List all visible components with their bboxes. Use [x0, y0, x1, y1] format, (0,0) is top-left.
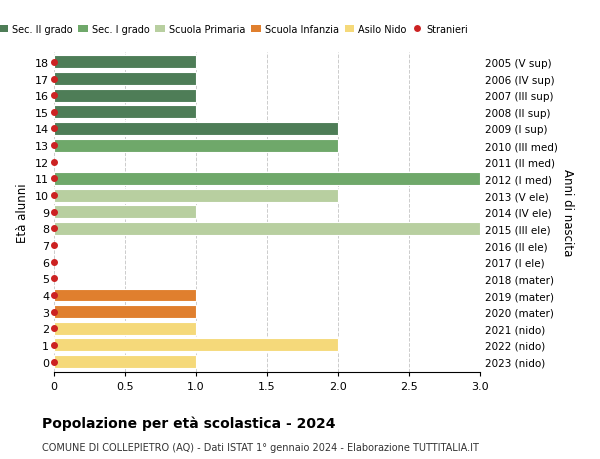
Bar: [54, 306, 196, 319]
Bar: [54, 90, 196, 102]
Y-axis label: Età alunni: Età alunni: [16, 183, 29, 242]
Bar: [54, 106, 196, 119]
Bar: [54, 123, 338, 136]
Bar: [54, 140, 338, 152]
Bar: [54, 73, 196, 86]
Bar: [54, 56, 196, 69]
Bar: [54, 189, 338, 202]
Bar: [54, 339, 338, 352]
Bar: [54, 206, 196, 219]
Text: Popolazione per età scolastica - 2024: Popolazione per età scolastica - 2024: [42, 415, 335, 430]
Bar: [54, 289, 196, 302]
Bar: [54, 223, 480, 235]
Bar: [54, 173, 480, 185]
Text: COMUNE DI COLLEPIETRO (AQ) - Dati ISTAT 1° gennaio 2024 - Elaborazione TUTTITALI: COMUNE DI COLLEPIETRO (AQ) - Dati ISTAT …: [42, 442, 479, 452]
Bar: [54, 322, 196, 335]
Legend: Sec. II grado, Sec. I grado, Scuola Primaria, Scuola Infanzia, Asilo Nido, Stran: Sec. II grado, Sec. I grado, Scuola Prim…: [0, 21, 472, 39]
Bar: [54, 355, 196, 368]
Y-axis label: Anni di nascita: Anni di nascita: [562, 169, 574, 256]
